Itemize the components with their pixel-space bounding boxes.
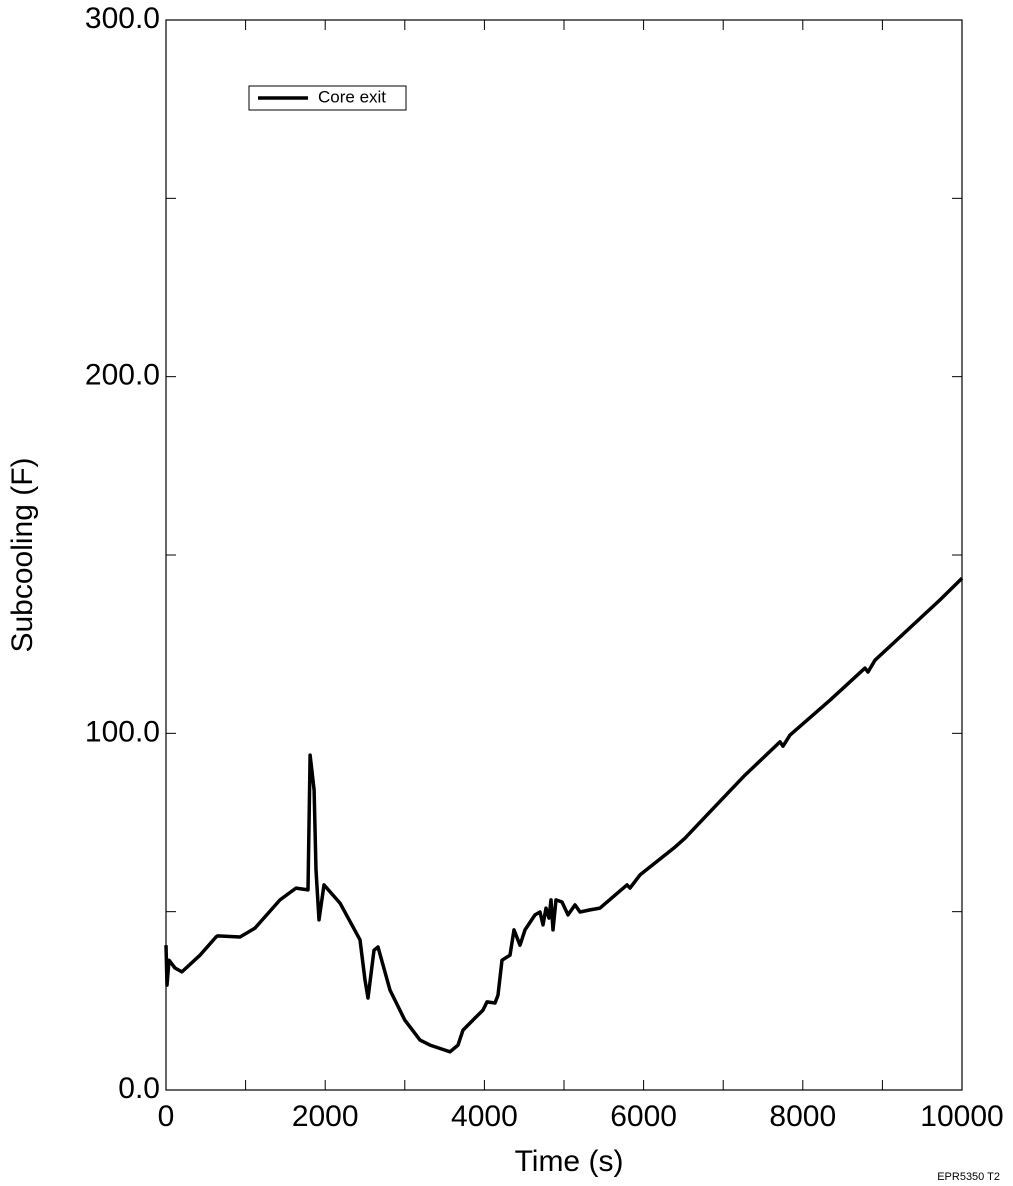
footnote: EPR5350 T2 — [937, 1171, 1000, 1183]
y-tick-label: 100.0 — [85, 715, 160, 748]
data-line — [164, 576, 964, 1054]
y-tick-label: 0.0 — [118, 1072, 160, 1105]
x-tick-label: 8000 — [769, 1100, 836, 1133]
x-axis-label: Time (s) — [515, 1145, 624, 1178]
legend-label: Core exit — [318, 87, 386, 106]
x-tick-label: 2000 — [292, 1100, 359, 1133]
y-axis-label: Subcooling (F) — [6, 457, 39, 652]
x-tick-label: 10000 — [920, 1100, 1003, 1133]
x-tick-label: 6000 — [610, 1100, 677, 1133]
x-tick-label: 0 — [158, 1100, 175, 1133]
x-tick-label: 4000 — [451, 1100, 518, 1133]
y-tick-label: 200.0 — [85, 359, 160, 392]
y-tick-label: 300.0 — [85, 2, 160, 35]
plot-frame — [165, 19, 963, 1091]
